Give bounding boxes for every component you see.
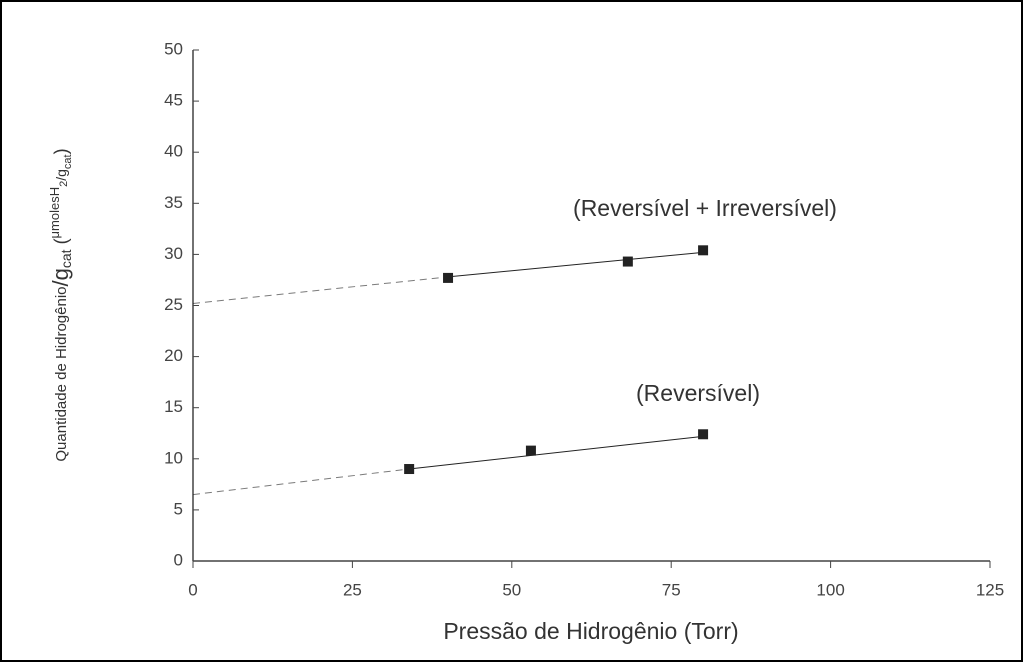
data-point bbox=[404, 464, 415, 475]
x-tick-label: 0 bbox=[188, 580, 197, 599]
series-label: (Reversível) bbox=[636, 380, 760, 406]
x-tick-label: 100 bbox=[816, 580, 844, 599]
y-tick-label: 10 bbox=[164, 448, 183, 467]
y-label-part: 2 bbox=[58, 181, 70, 187]
x-axis-label: Pressão de Hidrogênio (Torr) bbox=[443, 618, 738, 644]
y-tick-label: 5 bbox=[174, 499, 183, 518]
fit-line bbox=[447, 251, 704, 278]
y-tick-label: 50 bbox=[164, 39, 183, 58]
y-label-part: μmolesH bbox=[47, 187, 62, 239]
y-label-part: Quantidade de Hidrogênio bbox=[53, 286, 70, 461]
x-tick-label: 25 bbox=[343, 580, 362, 599]
data-point bbox=[698, 245, 709, 256]
data-point bbox=[525, 445, 536, 456]
y-tick-label: 15 bbox=[164, 397, 183, 416]
data-point bbox=[622, 256, 633, 267]
y-axis-label: Quantidade de Hidrogênio/gcat (μmolesH2/… bbox=[47, 148, 73, 461]
y-tick-label: 20 bbox=[164, 346, 183, 365]
x-tick-label: 125 bbox=[976, 580, 1004, 599]
y-label-part: cat bbox=[58, 249, 74, 268]
y-tick-label: 40 bbox=[164, 142, 183, 161]
extrapolation-line bbox=[192, 468, 410, 496]
data-point bbox=[698, 429, 709, 440]
y-label-part: /g bbox=[48, 268, 73, 286]
y-label-part: ) bbox=[51, 148, 71, 154]
extrapolation-line bbox=[192, 276, 449, 304]
y-tick-label: 45 bbox=[164, 91, 183, 110]
data-point bbox=[443, 272, 454, 283]
y-label-part: ( bbox=[51, 238, 71, 249]
y-tick-label: 30 bbox=[164, 244, 183, 263]
y-tick-label: 0 bbox=[174, 550, 183, 569]
fit-line bbox=[409, 435, 704, 470]
y-label-part: cat bbox=[62, 154, 74, 169]
x-tick-label: 75 bbox=[662, 580, 681, 599]
x-tick-label: 50 bbox=[502, 580, 521, 599]
series-label: (Reversível + Irreversível) bbox=[573, 195, 837, 221]
y-tick-label: 35 bbox=[164, 193, 183, 212]
y-label-part: /g bbox=[53, 169, 69, 181]
y-tick-label: 25 bbox=[164, 295, 183, 314]
